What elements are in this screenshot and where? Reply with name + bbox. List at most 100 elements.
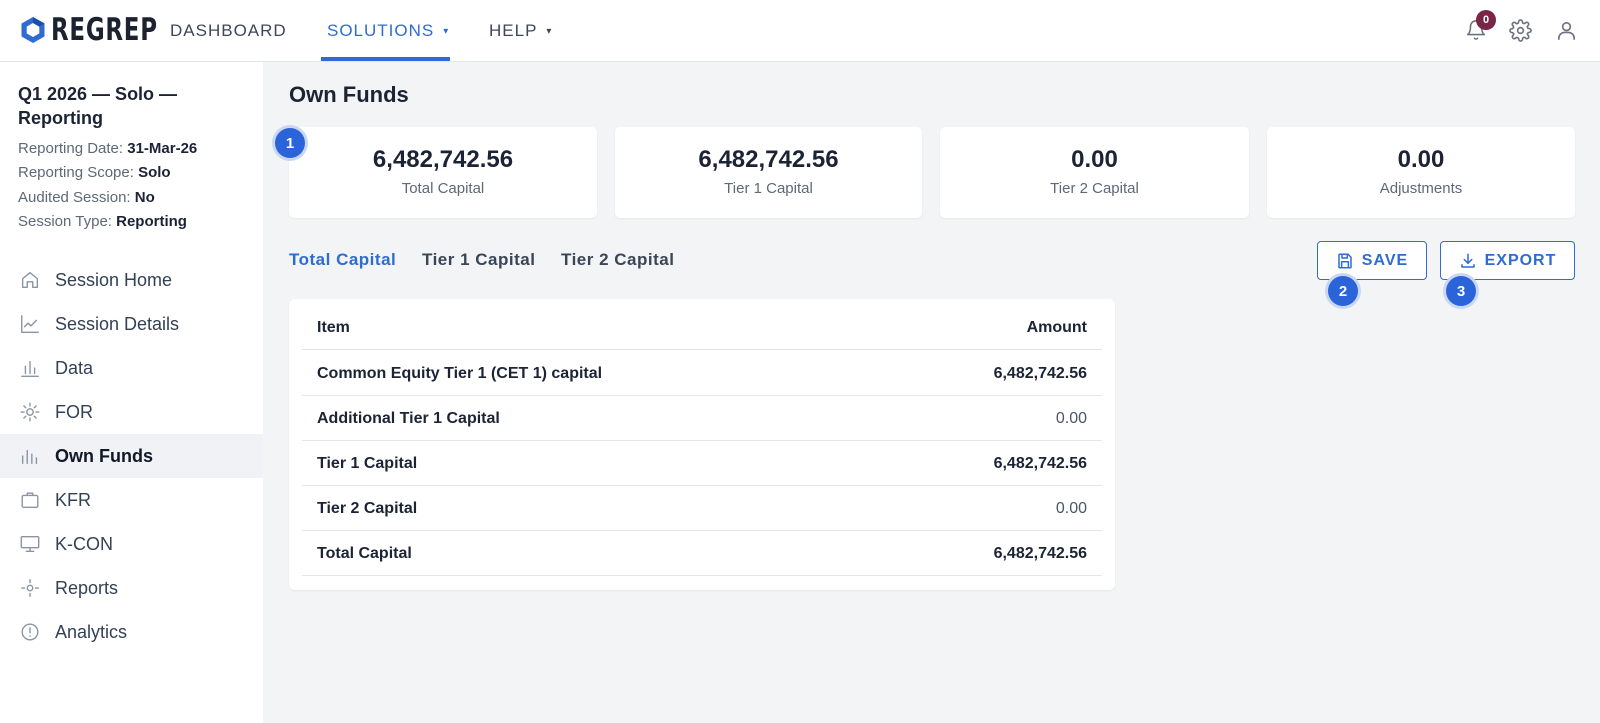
meta-value: No [134, 189, 155, 206]
nav-help-label: HELP [489, 21, 538, 40]
meta-session-type: Session Type: Reporting [18, 213, 187, 230]
stat-label: Total Capital [401, 180, 485, 197]
table-row: Tier 2 Capital 0.00 [302, 486, 1102, 531]
step-marker-2: 2 [1328, 276, 1358, 306]
hexagon-logo-icon [21, 17, 45, 43]
row-item: Tier 2 Capital [317, 500, 418, 517]
home-icon [21, 271, 39, 289]
sidebar-item-label: K-CON [55, 533, 113, 554]
line-chart-icon [21, 315, 39, 333]
meta-label: Session Type: [18, 213, 112, 230]
column-header-amount: Amount [1026, 319, 1087, 336]
row-amount: 0.00 [1055, 410, 1087, 427]
session-title: Q1 2026 — Solo — Reporting [18, 84, 178, 128]
sidebar-item-analytics[interactable]: Analytics [0, 610, 263, 654]
table-header-row: Item Amount [302, 305, 1102, 350]
meta-audited-session: Audited Session: No [18, 189, 155, 206]
download-icon [1460, 253, 1475, 268]
stat-value: 0.00 [1071, 146, 1118, 173]
page-title: Own Funds [289, 82, 409, 107]
chevron-down-icon: ▾ [546, 25, 553, 37]
meta-value: Reporting [116, 213, 187, 230]
row-item: Total Capital [317, 545, 412, 562]
top-navigation-bar: REGREP DASHBOARD SOLUTIONS ▾ HELP ▾ 0 [0, 0, 1600, 62]
sidebar-item-session-details[interactable]: Session Details [0, 302, 263, 346]
row-item: Additional Tier 1 Capital [317, 410, 500, 427]
sidebar-item-label: FOR [55, 401, 93, 422]
nav-dashboard-label: DASHBOARD [170, 21, 287, 40]
export-button[interactable]: EXPORT [1440, 241, 1575, 280]
nav-solutions-label: SOLUTIONS [327, 21, 435, 40]
alert-circle-icon [21, 623, 39, 641]
notification-badge: 0 [1476, 10, 1496, 30]
monitor-icon [20, 535, 40, 553]
save-button-label: SAVE [1361, 251, 1409, 269]
meta-label: Audited Session: [18, 189, 131, 206]
stat-value: 0.00 [1397, 146, 1445, 173]
row-item: Common Equity Tier 1 (CET 1) capital [317, 365, 603, 382]
tab-tier-2-capital[interactable]: Tier 2 Capital [561, 250, 675, 269]
sidebar-item-label: Analytics [55, 621, 128, 642]
nav-dashboard[interactable]: DASHBOARD [170, 0, 287, 62]
nav-active-indicator [321, 57, 450, 61]
sidebar-item-label: Data [55, 357, 94, 378]
sidebar-item-label: KFR [55, 489, 91, 510]
briefcase-icon [21, 492, 39, 509]
tab-total-capital[interactable]: Total Capital [289, 250, 397, 269]
stat-label: Tier 1 Capital [724, 180, 813, 197]
row-amount: 6,482,742.56 [993, 365, 1087, 382]
own-funds-table: Item Amount Common Equity Tier 1 (CET 1)… [289, 299, 1115, 590]
table-row: Tier 1 Capital 6,482,742.56 [302, 441, 1102, 486]
bar-chart-icon [21, 360, 39, 377]
tab-tier-1-capital[interactable]: Tier 1 Capital [422, 250, 536, 269]
nav-help[interactable]: HELP ▾ [489, 0, 552, 62]
meta-value: Solo [138, 164, 171, 181]
brand-logo[interactable]: REGREP [20, 14, 195, 46]
sidebar: Q1 2026 — Solo — Reporting Reporting Dat… [0, 62, 263, 723]
stat-card-tier-1-capital: 6,482,742.56 Tier 1 Capital [615, 127, 922, 218]
meta-label: Reporting Scope: [18, 164, 134, 181]
stat-value: 6,482,742.56 [372, 146, 514, 173]
gear-icon[interactable] [1507, 17, 1533, 43]
meta-value: 31-Mar-26 [127, 140, 198, 157]
stat-value: 6,482,742.56 [698, 146, 839, 173]
sidebar-item-label: Own Funds [55, 445, 153, 466]
row-item: Tier 1 Capital [317, 455, 418, 472]
row-amount: 6,482,742.56 [993, 545, 1087, 562]
meta-label: Reporting Date: [18, 140, 124, 157]
sidebar-item-label: Reports [55, 577, 119, 598]
sidebar-item-kfr[interactable]: KFR [0, 478, 263, 522]
table-row: Common Equity Tier 1 (CET 1) capital 6,4… [302, 351, 1102, 396]
floppy-disk-icon [1338, 253, 1352, 268]
stat-label: Tier 2 Capital [1050, 180, 1139, 197]
user-icon[interactable] [1553, 17, 1579, 43]
sidebar-item-for[interactable]: FOR [0, 390, 263, 434]
stat-card-total-capital: 6,482,742.56 Total Capital [289, 127, 597, 218]
step-marker-1: 1 [275, 128, 305, 158]
meta-reporting-date: Reporting Date: 31-Mar-26 [18, 140, 197, 157]
row-amount: 0.00 [1055, 500, 1087, 517]
sidebar-item-label: Session Home [55, 269, 173, 290]
sidebar-item-label: Session Details [55, 313, 180, 334]
sidebar-item-data[interactable]: Data [0, 346, 263, 390]
crosshair-icon [21, 579, 39, 597]
save-button[interactable]: SAVE [1317, 241, 1427, 280]
step-marker-3: 3 [1446, 276, 1476, 306]
sidebar-item-k-con[interactable]: K-CON [0, 522, 263, 566]
brand-name: REGREP [51, 12, 158, 48]
sidebar-item-session-home[interactable]: Session Home [0, 258, 263, 302]
bars-icon [21, 449, 38, 465]
stat-card-tier-2-capital: 0.00 Tier 2 Capital [940, 127, 1249, 218]
sun-icon [20, 402, 40, 422]
export-button-label: EXPORT [1484, 251, 1557, 269]
sidebar-item-own-funds[interactable]: Own Funds [0, 434, 263, 478]
nav-solutions[interactable]: SOLUTIONS ▾ [327, 0, 449, 62]
stat-label: Adjustments [1379, 180, 1463, 197]
table-row: Additional Tier 1 Capital 0.00 [302, 396, 1102, 441]
meta-reporting-scope: Reporting Scope: Solo [18, 164, 171, 181]
chevron-down-icon: ▾ [443, 25, 450, 37]
stat-card-adjustments: 0.00 Adjustments [1267, 127, 1575, 218]
table-row: Total Capital 6,482,742.56 [302, 531, 1102, 576]
sidebar-item-reports[interactable]: Reports [0, 566, 263, 610]
column-header-item: Item [317, 319, 350, 336]
